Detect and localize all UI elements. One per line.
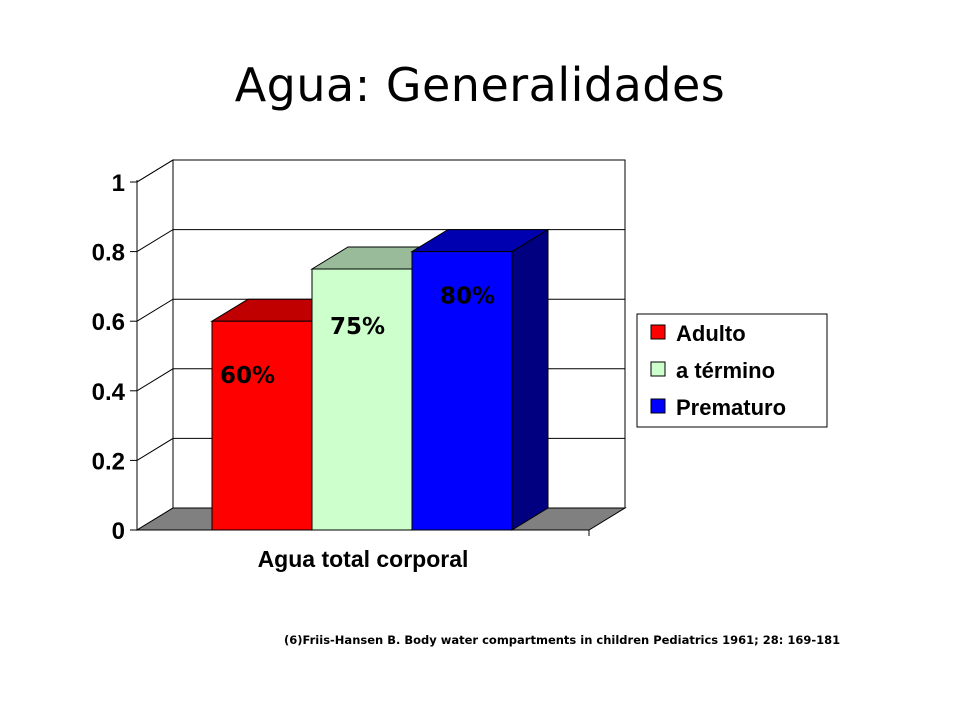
citation: (6)Friis-Hansen B. Body water compartmen… (284, 633, 841, 647)
slide-title: Agua: Generalidades (234, 58, 726, 112)
y-axis: 0 0.2 0.4 0.6 0.8 1 (92, 170, 138, 545)
legend-label: a término (676, 358, 775, 383)
y-tick-label: 1 (112, 170, 125, 197)
y-tick-label: 0.8 (92, 240, 125, 267)
gridline (136, 159, 625, 183)
legend: Adulto a término Prematuro (636, 313, 828, 428)
legend-swatch (650, 398, 666, 414)
data-labels: 60% 75% 80% (220, 284, 495, 390)
legend-label: Prematuro (676, 395, 786, 420)
legend-box (636, 313, 828, 428)
bar-2 (311, 268, 413, 531)
x-axis: Agua total corporal (137, 529, 590, 572)
y-tick-label: 0.4 (92, 379, 126, 406)
x-category-label: Agua total corporal (258, 546, 469, 572)
y-tick-label: 0.6 (92, 309, 125, 336)
data-label: 80% (440, 284, 495, 310)
legend-label: Adulto (676, 321, 746, 346)
bar-1 (211, 320, 313, 531)
bar-3 (411, 251, 513, 531)
bars (210, 228, 550, 531)
data-label: 75% (330, 314, 385, 340)
legend-swatch (650, 361, 666, 377)
legend-swatch (650, 324, 666, 340)
y-tick-label: 0 (112, 518, 125, 545)
bar-side (511, 228, 549, 531)
data-label: 60% (220, 363, 275, 389)
y-tick-label: 0.2 (92, 448, 125, 475)
side-wall (136, 159, 174, 531)
